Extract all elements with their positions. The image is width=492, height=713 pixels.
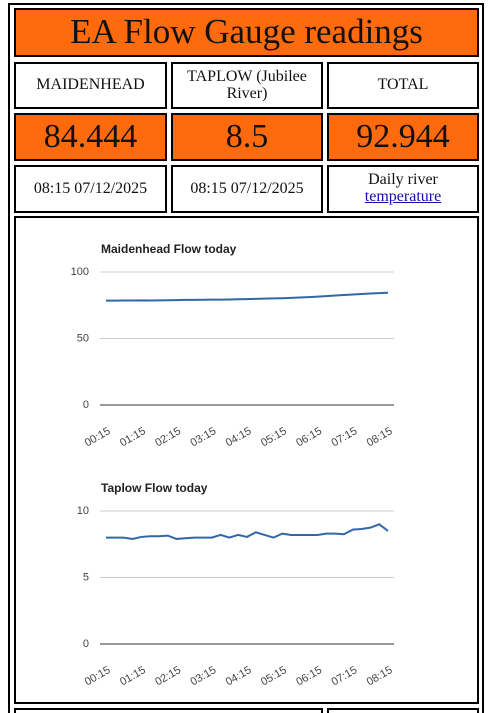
x-tick-label: 05:15	[259, 425, 289, 449]
header-cell: MAIDENHEAD	[14, 62, 167, 109]
x-tick-label: 05:15	[259, 664, 289, 688]
y-tick-label: 10	[77, 505, 89, 517]
x-tick-label: 02:15	[153, 664, 183, 688]
y-tick-label: 5	[83, 571, 89, 583]
chart-title: Maidenhead Flow today	[101, 242, 237, 256]
x-tick-label: 07:15	[329, 425, 359, 449]
x-tick-label: 00:15	[83, 664, 113, 688]
x-tick-label: 07:15	[329, 664, 359, 688]
value-cell: 92.944	[327, 113, 479, 161]
x-tick-label: 06:15	[294, 664, 324, 688]
time-cell: 08:15 07/12/2025	[171, 165, 323, 213]
x-tick-label: 04:15	[224, 664, 254, 688]
data-line	[106, 291, 389, 302]
time-cell: 08:15 07/12/2025	[14, 165, 167, 213]
y-tick-label: 0	[83, 638, 89, 650]
value-cell: 8.5	[171, 113, 323, 161]
x-tick-label: 01:15	[118, 664, 148, 688]
header-cell: TOTAL	[327, 62, 479, 109]
temperature-link[interactable]: temperature	[364, 188, 442, 205]
data-line	[106, 523, 389, 540]
x-tick-label: 08:15	[365, 664, 395, 688]
x-tick-label: 03:15	[188, 664, 218, 688]
y-tick-label: 50	[77, 332, 89, 344]
cell-text: Daily river	[368, 171, 438, 189]
x-tick-label: 00:15	[83, 425, 113, 449]
y-tick-label: 100	[71, 266, 89, 278]
x-tick-label: 08:15	[365, 425, 395, 449]
title: EA Flow Gauge readings	[14, 8, 479, 57]
x-tick-label: 06:15	[294, 425, 324, 449]
y-tick-label: 0	[83, 399, 89, 411]
temperature-cell: Daily river temperature	[327, 165, 479, 213]
header-cell: TAPLOW (Jubilee River)	[171, 62, 323, 109]
table-frame	[8, 3, 484, 713]
value-cell: 84.444	[14, 113, 167, 161]
x-tick-label: 04:15	[224, 425, 254, 449]
x-tick-label: 02:15	[153, 425, 183, 449]
chart-cell	[14, 216, 479, 704]
x-tick-label: 01:15	[118, 425, 148, 449]
chart-title: Taplow Flow today	[101, 481, 208, 495]
table-cell	[327, 708, 479, 713]
x-tick-label: 03:15	[188, 425, 218, 449]
table-cell	[14, 708, 323, 713]
